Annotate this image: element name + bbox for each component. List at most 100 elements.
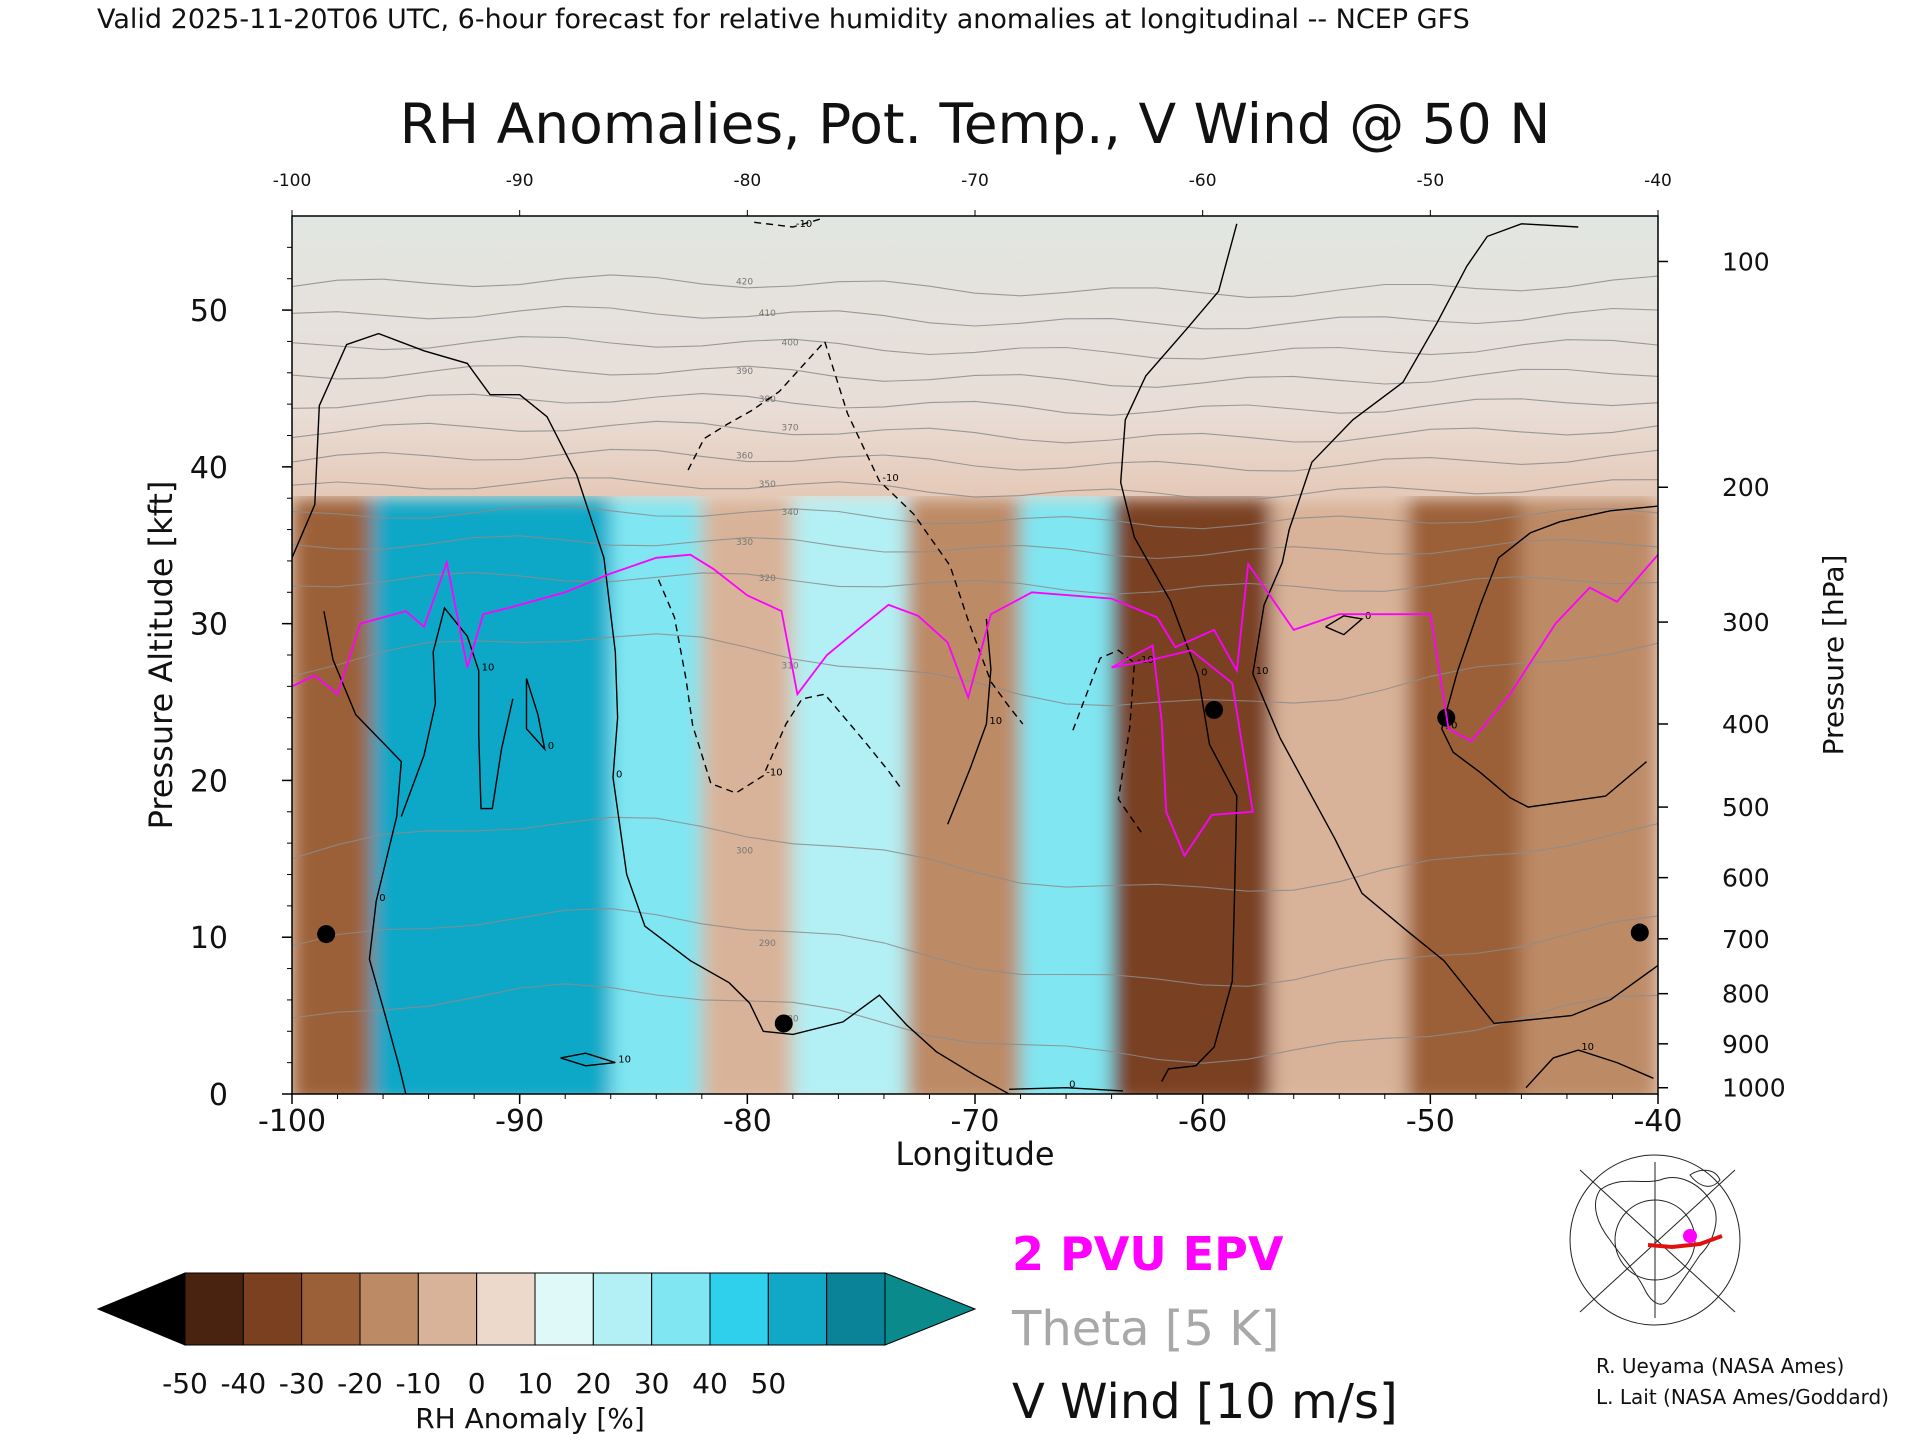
colorbar-swatch (651, 1272, 711, 1346)
colorbar-swatch (476, 1272, 536, 1346)
theta-label: 290 (759, 939, 776, 949)
x-tick-label: -60 (1178, 1104, 1227, 1139)
colorbar-swatch (592, 1272, 653, 1346)
rh-band-9 (1407, 498, 1522, 1094)
rh-band-4 (792, 498, 907, 1094)
rh-anomaly-field (292, 498, 1658, 1094)
v-wind-label: 10 (1581, 1042, 1594, 1053)
colorbar-tick-label: 10 (517, 1367, 553, 1400)
map-marker (1683, 1229, 1697, 1243)
theta-label: 330 (736, 538, 753, 548)
epv-2pvu-contour (1111, 644, 1254, 858)
v-wind-label: 10 (482, 663, 495, 674)
theta-label: 320 (759, 574, 776, 584)
theta-label: 360 (736, 452, 753, 462)
v-wind-label: 10 (1445, 721, 1458, 732)
colorbar-label: RH Anomaly [%] (415, 1402, 645, 1435)
y-tick-label: 20 (190, 764, 228, 799)
colorbar-tick-label: -50 (162, 1367, 208, 1400)
v-wind-label: 0 (1201, 667, 1207, 678)
x-tick-label: -50 (1406, 1104, 1455, 1139)
v-wind-contour (947, 618, 992, 825)
colorbar-tick-label: 0 (468, 1367, 486, 1400)
v-wind-contour (1325, 615, 1364, 636)
pressure-tick-label: 200 (1722, 473, 1770, 502)
pressure-tick-label: 800 (1722, 980, 1770, 1009)
theta-contour (292, 908, 1658, 987)
y-tick-label: 10 (190, 921, 228, 956)
colorbar-tick-label: 20 (576, 1367, 612, 1400)
theta-contour (292, 393, 1658, 416)
pressure-tick-label: 400 (1722, 710, 1770, 739)
rh-band-1 (371, 498, 611, 1094)
v-wind-contour (292, 332, 1010, 1094)
theta-label: 350 (759, 480, 776, 490)
colorbar-under-triangle (96, 1272, 186, 1346)
epv-2pvu-contour (292, 553, 1658, 743)
legend-epv: 2 PVU EPV (1012, 1227, 1284, 1281)
colorbar-tick-label: 30 (634, 1367, 670, 1400)
colorbar-swatch (709, 1272, 769, 1346)
v-wind-label: 10 (1256, 666, 1269, 677)
pressure-axis-label: Pressure [hPa] (1817, 555, 1850, 756)
pressure-tick-label: 300 (1722, 608, 1770, 637)
map-greenland-outline (1689, 1169, 1721, 1187)
v-wind-label: -10 (766, 768, 782, 779)
theta-contour (292, 816, 1658, 892)
rh-band-2 (610, 498, 702, 1094)
v-wind-label: -10 (1137, 655, 1153, 666)
v-wind-contour (560, 1052, 616, 1067)
rh-band-7 (1111, 498, 1271, 1094)
theta-contours: 4204104003903803703603503403303203103002… (292, 274, 1658, 1064)
credit-line-2: L. Lait (NASA Ames/Goddard) (1596, 1385, 1889, 1409)
theta-contour (292, 633, 1658, 707)
colorbar: -50 -40 -30 -20 -10 0 10 20 30 40 50 (96, 1272, 977, 1400)
theta-contour (292, 535, 1658, 560)
rh-band-0 (292, 498, 372, 1094)
top-x-tick-label: -80 (733, 171, 761, 191)
rh-band-10 (1521, 498, 1658, 1094)
rh-minimum-core (774, 1014, 793, 1033)
pressure-tick-label: 900 (1722, 1030, 1770, 1059)
pressure-tick-label: 600 (1722, 864, 1770, 893)
legend-vwind: V Wind [10 m/s] (1012, 1374, 1398, 1430)
v-wind-label: 0 (1069, 1080, 1075, 1091)
locator-map (1556, 1154, 1756, 1326)
v-wind-contour (754, 218, 821, 228)
colorbar-swatch (359, 1272, 419, 1346)
y-tick-label: 0 (209, 1078, 228, 1113)
top-x-tick-label: -90 (506, 171, 534, 191)
v-wind-contour (400, 606, 514, 817)
map-cross-section-line (1647, 1234, 1723, 1250)
colorbar-tick-label: -40 (220, 1367, 266, 1400)
pressure-tick-label: 100 (1722, 247, 1770, 276)
theta-label: 300 (736, 847, 753, 857)
map-continent-outline (1595, 1177, 1717, 1305)
v-wind-contour (323, 610, 407, 1094)
map-meridian-3 (1579, 1169, 1736, 1313)
theta-contour (292, 477, 1658, 501)
top-x-tick-label: -70 (961, 171, 989, 191)
axes: -100 -90 -80 -70 -60 -50 -40-100 -90 -80 -70 -60 -5… (190, 171, 1786, 1139)
colorbar-tick-label: -30 (279, 1367, 325, 1400)
v-wind-label: 0 (379, 893, 385, 904)
v-wind-label: 0 (1365, 611, 1371, 622)
colorbar-swatch (242, 1272, 303, 1346)
v-wind-contour (1252, 223, 1658, 1025)
pressure-tick-label: 1000 (1722, 1074, 1786, 1103)
colorbar-tick-label: 50 (751, 1367, 787, 1400)
v-wind-contour (1440, 505, 1658, 808)
rh-band-6 (1020, 498, 1112, 1094)
x-axis-label: Longitude (895, 1135, 1054, 1173)
v-wind-contour (525, 678, 546, 752)
legend-theta: Theta [5 K] (1011, 1301, 1280, 1357)
colorbar-swatch (184, 1272, 244, 1346)
forecast-header: Valid 2025-11-20T06 UTC, 6-hour forecast… (97, 4, 1470, 35)
theta-contour (292, 305, 1658, 330)
colorbar-swatch (301, 1272, 361, 1346)
v-wind-label: 10 (989, 716, 1002, 727)
v-wind-contour (657, 579, 903, 794)
theta-contour (292, 274, 1658, 298)
x-tick-label: -100 (258, 1104, 326, 1139)
theta-contour (292, 505, 1658, 530)
